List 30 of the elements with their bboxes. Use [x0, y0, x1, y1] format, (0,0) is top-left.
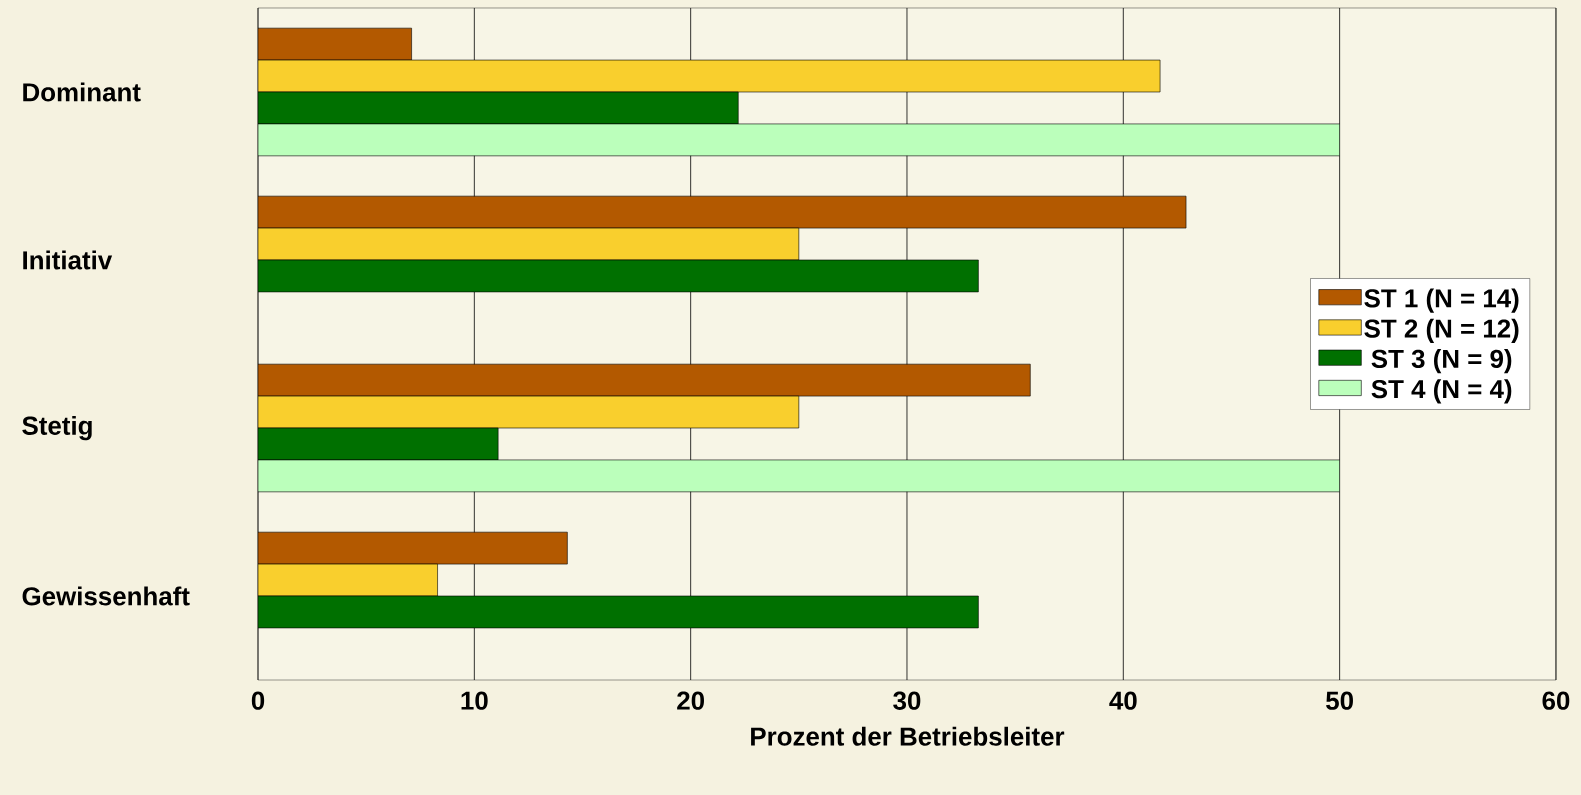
bar [258, 227, 800, 261]
bar [258, 395, 800, 429]
x-tick-label: 10 [461, 691, 488, 710]
bar [258, 363, 1031, 397]
bar [258, 259, 979, 293]
bar [258, 531, 568, 565]
x-tick-label: 60 [1542, 691, 1570, 710]
bar [258, 195, 1187, 229]
x-tick-label: 0 [251, 691, 265, 710]
bar [258, 59, 1161, 93]
legend-label: ST 3 (N = 9) [1371, 349, 1512, 374]
bar [258, 427, 499, 461]
x-tick-label: 50 [1326, 691, 1353, 710]
bar [258, 459, 1340, 493]
x-axis-title: Prozent der Betriebsleiter [751, 726, 1065, 746]
bar [258, 123, 1340, 157]
x-tick-label: 40 [1109, 691, 1137, 710]
y-tick-label: Stetig [22, 415, 92, 441]
x-tick-label: 30 [893, 691, 921, 710]
y-tick-label: Gewissenhaft [22, 586, 190, 606]
bar [258, 563, 438, 597]
x-tick-label: 20 [677, 691, 704, 710]
y-tick-label: Dominant [23, 82, 141, 102]
legend-label: ST 1 (N = 14) [1364, 288, 1519, 313]
y-tick-label: Initiativ [23, 250, 113, 270]
bar [258, 595, 979, 629]
bar [258, 27, 412, 61]
legend-label: ST 4 (N = 4) [1371, 379, 1512, 404]
bar [258, 91, 739, 125]
legend-label: ST 2 (N = 12) [1364, 318, 1519, 343]
